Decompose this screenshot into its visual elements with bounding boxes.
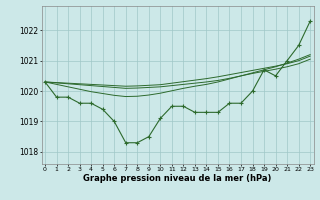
X-axis label: Graphe pression niveau de la mer (hPa): Graphe pression niveau de la mer (hPa) <box>84 174 272 183</box>
